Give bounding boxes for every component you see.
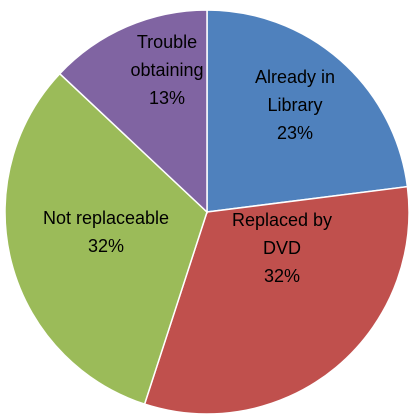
- pie-slice-category: Not replaceable: [43, 208, 169, 228]
- pie-slice-1: [143, 185, 410, 415]
- pie-slice-label-3: Trouble obtaining 13%: [130, 32, 203, 108]
- pie-slice-0: [206, 9, 409, 213]
- pie-slice-percent: 32%: [88, 236, 124, 256]
- pie-slice-category: Replaced by: [232, 210, 332, 230]
- pie-slice-3: [58, 9, 208, 214]
- pie-slice-2: [4, 72, 208, 406]
- pie-slice-label-2: Not replaceable 32%: [43, 208, 169, 256]
- pie-slice-category: DVD: [263, 238, 301, 258]
- pie-slice-category: obtaining: [130, 60, 203, 80]
- pie-slice-category: Trouble: [137, 32, 197, 52]
- pie-labels: Already in Library 23%Replaced by DVD 32%Not…: [43, 32, 335, 286]
- pie-slice-label-0: Already in Library 23%: [255, 67, 335, 143]
- pie-slice-percent: 32%: [264, 266, 300, 286]
- pie-slice-label-1: Replaced by DVD 32%: [232, 210, 332, 286]
- pie-slice-percent: 13%: [149, 88, 185, 108]
- pie-slices: [4, 9, 410, 415]
- pie-slice-category: Already in: [255, 67, 335, 87]
- pie-slice-category: Library: [267, 95, 322, 115]
- pie-slice-percent: 23%: [277, 123, 313, 143]
